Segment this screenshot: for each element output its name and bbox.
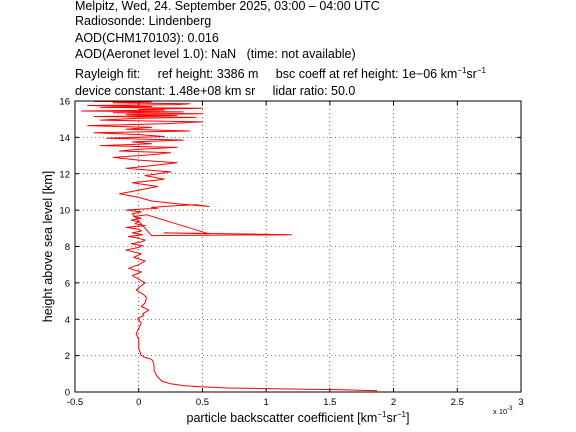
x-axis-label-sr: sr (386, 411, 396, 425)
title-line-aod-chm: AOD(CHM170103): 0.016 (75, 31, 219, 45)
x-tick-label: 3 (518, 397, 523, 408)
title-line-radiosonde: Radiosonde: Lindenberg (75, 14, 212, 28)
grid-lines (75, 101, 521, 392)
y-tick-label: 14 (59, 133, 70, 144)
x-axis-ticks: -0.5 0 0.5 1 1.5 2 2.5 3 (67, 101, 524, 408)
x-tick-label: 0.5 (196, 397, 209, 408)
y-tick-label: 4 (65, 315, 70, 326)
y-tick-label: 6 (65, 278, 70, 289)
series-group (80, 100, 378, 392)
x-tick-label: 1.5 (323, 397, 336, 408)
x-tick-label: 2 (391, 397, 396, 408)
x-tick-label: 1 (263, 397, 268, 408)
x-axis-exponent-label: x 10-3 (493, 406, 513, 416)
y-axis-ticks: 0 2 4 6 8 10 12 14 16 (59, 97, 521, 399)
rayleigh-km-exponent: −1 (457, 65, 467, 75)
y-tick-label: 2 (65, 351, 70, 362)
x-tick-label: -0.5 (67, 397, 83, 408)
plot-frame (74, 100, 522, 393)
title-line-site-time: Melpitz, Wed, 24. September 2025, 03:00 … (75, 0, 380, 13)
x-axis-label-prefix: particle backscatter coefficient [km (187, 411, 378, 425)
rayleigh-fit-text: Rayleigh fit: ref height: 3386 m bsc coe… (75, 67, 458, 81)
x-axis-label-sr-exponent: −1 (397, 410, 407, 419)
x-axis-exponent-power: -3 (507, 406, 513, 412)
x-tick-label: 0 (136, 397, 141, 408)
rayleigh-sr-exponent: −1 (476, 65, 486, 75)
y-axis-label: height above sea level [km] (41, 171, 55, 322)
x-axis-label-km-exponent: −1 (377, 410, 387, 419)
x-axis-label-suffix: ] (406, 411, 409, 425)
title-line-rayleigh-fit: Rayleigh fit: ref height: 3386 m bsc coe… (75, 65, 486, 81)
y-tick-label: 16 (59, 97, 70, 108)
y-tick-label: 0 (65, 388, 70, 399)
x-axis-exponent-base: x 10 (493, 407, 507, 416)
y-tick-label: 12 (59, 169, 70, 180)
title-line-device-constant: device constant: 1.48e+08 km sr lidar ra… (75, 84, 356, 98)
title-line-aod-aeronet: AOD(Aeronet level 1.0): NaN (time: not a… (75, 47, 356, 61)
y-tick-label: 8 (65, 242, 70, 253)
x-axis-label: particle backscatter coefficient [km−1sr… (187, 410, 410, 425)
y-tick-label: 10 (59, 206, 70, 217)
x-tick-label: 2.5 (451, 397, 464, 408)
series-line (80, 100, 378, 392)
rayleigh-sr-unit: sr (466, 67, 477, 81)
